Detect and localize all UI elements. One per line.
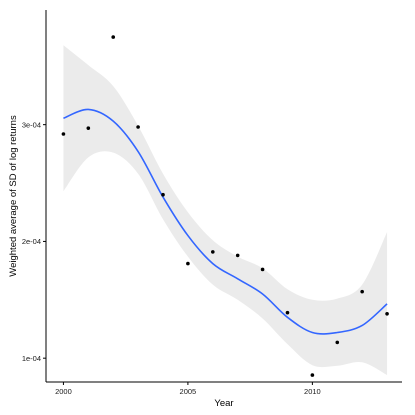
x-tick-label: 2005 — [180, 387, 197, 396]
data-point — [86, 126, 91, 130]
axes-layer — [45, 10, 402, 383]
data-point — [111, 35, 116, 39]
ticks-layer: 2000 2005 2010 1e-04 2e-04 3e-04 — [22, 120, 321, 396]
data-point — [285, 310, 290, 315]
data-point — [61, 132, 66, 136]
x-tick-label: 2010 — [304, 387, 321, 396]
data-point — [310, 373, 315, 377]
data-point — [335, 340, 340, 345]
data-point — [211, 250, 215, 254]
y-tick-label: 2e-04 — [22, 237, 41, 246]
data-point — [385, 312, 389, 316]
data-point — [235, 253, 240, 258]
y-tick-label: 3e-04 — [22, 120, 41, 129]
x-axis-title: Year — [214, 398, 233, 409]
data-point — [161, 192, 165, 197]
smooth-line-layer — [63, 108, 388, 335]
data-points-layer — [61, 35, 389, 377]
y-axis-title: Weighted average of SD of log returns — [8, 115, 19, 277]
confidence-band — [63, 45, 388, 376]
data-point — [186, 261, 190, 266]
data-point — [136, 125, 140, 129]
smooth-trend-line — [63, 108, 388, 335]
data-point — [260, 267, 265, 272]
confidence-band-layer — [63, 45, 388, 376]
y-tick-label: 1e-04 — [22, 354, 41, 363]
data-point — [360, 289, 364, 294]
x-tick-label: 2000 — [55, 387, 72, 396]
